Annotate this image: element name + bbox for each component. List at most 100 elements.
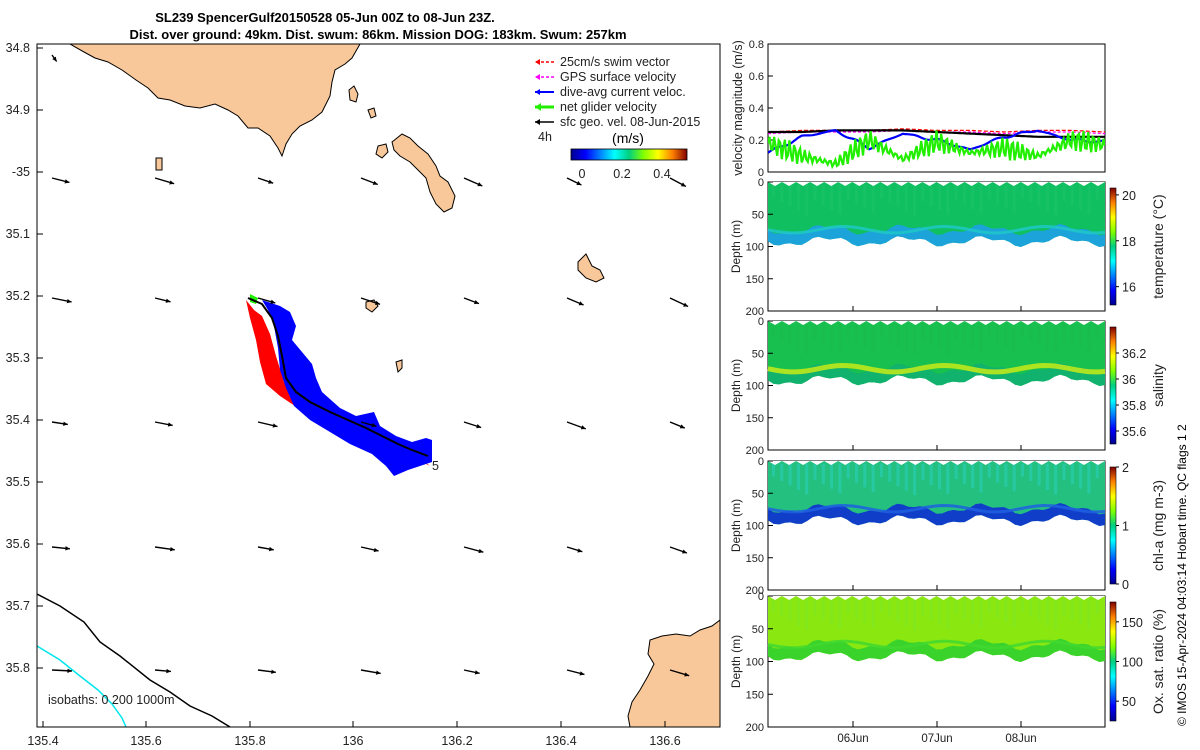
lon-tick-label: 136.2 (441, 734, 472, 748)
section-profile-stripe (971, 184, 975, 210)
velocity-tick-label: 0.2 (749, 135, 764, 147)
section-mid-band (767, 639, 1106, 650)
section-profile-stripe (896, 323, 900, 347)
geostrophic-arrow (51, 54, 58, 62)
section-profile-stripe (863, 184, 867, 209)
lat-tick-label: 35.6 (6, 537, 30, 551)
section-profile-stripe (1095, 463, 1099, 479)
section-profile-stripe (846, 184, 850, 200)
section-profile-stripe (821, 184, 825, 206)
section-profile-stripe (888, 598, 892, 617)
section-profile-stripe (1037, 463, 1041, 486)
legend-swim-label: 25cm/s swim vector (560, 55, 670, 69)
section-profile-stripe (830, 323, 834, 349)
geostrophic-arrow (154, 546, 175, 552)
section-mid-band (767, 224, 1106, 235)
section-profile-stripe (1012, 463, 1016, 492)
geostrophic-arrow (154, 421, 173, 427)
section-bottom-layer (768, 503, 1105, 526)
depth-tick-label: 50 (752, 209, 764, 221)
section-profile-stripe (1029, 598, 1033, 617)
section-profile-stripe (904, 598, 908, 627)
section-profile-stripe (954, 323, 958, 340)
map-colorbar (570, 148, 688, 161)
legend-net-label: net glider velocity (560, 100, 657, 114)
section-profile-stripe (838, 463, 842, 494)
colorbar-label: salinity (1150, 364, 1166, 407)
section-profile-stripe (813, 184, 817, 201)
colorbar-tick-label: 16 (1122, 281, 1136, 295)
section-profile-stripe (838, 184, 842, 215)
velocity-tick-label: 0 (758, 167, 764, 179)
section-profile-stripe (913, 463, 917, 496)
depth-tick-label: 0 (758, 591, 764, 603)
section-bottom-layer (768, 638, 1105, 662)
section-mid-band (767, 362, 1106, 375)
depth-tick-label: 0 (758, 456, 764, 468)
section-profile-stripe (1079, 184, 1083, 210)
island-small-6 (395, 359, 403, 374)
geostrophic-arrow (257, 421, 278, 428)
lat-tick-label: 35.1 (6, 227, 30, 241)
section-profile-stripe (772, 184, 775, 198)
section-profile-stripe (830, 184, 834, 210)
section-profile-stripe (788, 598, 792, 621)
legend-gps-label: GPS surface velocity (560, 70, 677, 84)
section-profile-stripe (838, 323, 842, 354)
island-small-1 (367, 107, 377, 119)
island-small-4 (375, 143, 389, 159)
section-profile-stripe (1012, 323, 1016, 352)
section-profile-stripe (996, 323, 1000, 343)
map-latitude-axis: 34.8 34.9 -35 35.1 35.2 35.3 35.4 35.5 35.6 35.7 3… (6, 41, 43, 675)
time-axis: 06Jun 07Jun 08Jun (837, 721, 1037, 745)
depth-tick-label: 0 (758, 177, 764, 189)
section-profile-stripe (954, 463, 958, 480)
depth-tick-label: 150 (746, 689, 764, 701)
section-profile-stripe (821, 598, 825, 620)
section-profile-stripe (938, 184, 941, 211)
section-profile-stripe (1029, 323, 1033, 341)
velocity-frame (767, 43, 1106, 173)
colorbar-tick-label: 36 (1122, 373, 1136, 387)
colorbar-tick-label: 150 (1122, 616, 1143, 630)
section-profile-stripe (1095, 598, 1099, 614)
glider-track (247, 297, 429, 457)
section-profile-stripe (962, 184, 966, 205)
island-wedge (577, 253, 605, 283)
colorbar-label: Ox. sat. ratio (%) (1150, 609, 1166, 714)
geostrophic-arrow (566, 421, 587, 430)
geostrophic-arrow (257, 177, 274, 184)
section-profile-stripe (846, 598, 850, 614)
legend-gps: GPS surface velocity (535, 70, 677, 84)
section-profile-stripe (979, 323, 983, 353)
section-profile-stripe (946, 323, 950, 354)
section-profile-stripe (1070, 463, 1074, 485)
geostrophic-arrow (669, 669, 690, 677)
section-profile-stripe (1079, 463, 1083, 489)
map-colorbar-title: (m/s) (612, 130, 644, 146)
section-profile-stripe (855, 184, 858, 204)
section-profile-stripe (1054, 463, 1058, 495)
depth-tick-label: 50 (752, 348, 764, 360)
geostrophic-arrow (360, 421, 377, 428)
geostrophic-arrow (566, 177, 582, 186)
section-profile-stripe (846, 323, 850, 339)
geostrophic-arrow (463, 177, 483, 187)
geostrophic-arrow (360, 297, 381, 305)
time-tick-06jun: 06Jun (837, 733, 868, 745)
section-profile-stripe (1021, 184, 1024, 198)
depth-tick-label: 150 (746, 413, 764, 425)
depth-tick-label: 100 (746, 242, 764, 254)
section-profile-stripe (780, 463, 784, 481)
section-profile-stripe (1037, 323, 1041, 346)
depth-tick-label: 0 (758, 316, 764, 328)
colorbar-tick-label: 100 (1122, 656, 1143, 670)
section-profile-stripe (1021, 323, 1024, 337)
section-profile-stripe (780, 184, 784, 202)
geostrophic-arrow (51, 668, 73, 673)
section-profile-stripe (805, 323, 809, 355)
isobath-label: isobaths: 0 200 1000m (48, 693, 174, 707)
section-profile-stripe (1079, 323, 1083, 349)
